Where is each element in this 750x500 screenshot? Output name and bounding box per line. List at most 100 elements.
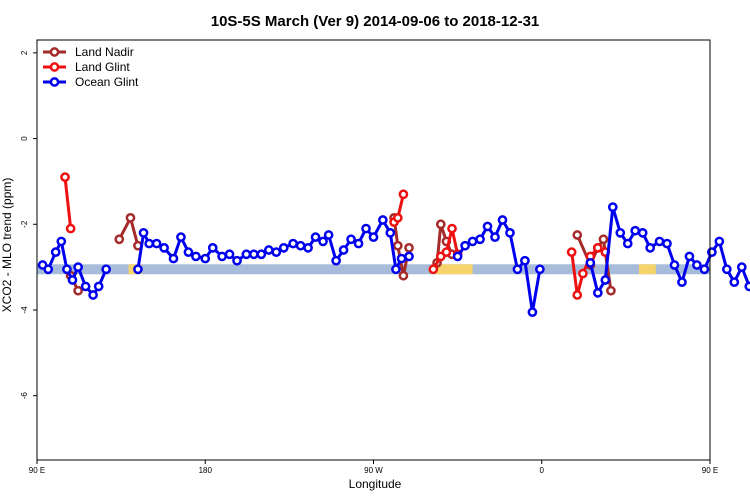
ocean-glint-point bbox=[271, 247, 282, 257]
legend-label-ocean-glint: Ocean Glint bbox=[75, 75, 139, 89]
land-glint-point bbox=[441, 247, 452, 257]
series-ocean-glint bbox=[37, 202, 750, 317]
ocean-glint-point bbox=[607, 202, 618, 212]
ocean-glint-point bbox=[200, 253, 211, 264]
land-band-segment bbox=[638, 264, 656, 275]
ocean-glint-point bbox=[338, 245, 349, 255]
ocean-glint-point bbox=[396, 253, 407, 264]
land-nadir-point bbox=[598, 234, 609, 245]
ocean-glint-point bbox=[744, 281, 750, 292]
ocean-glint-point bbox=[303, 243, 313, 253]
land-glint-point bbox=[566, 247, 577, 257]
ocean-glint-point bbox=[43, 264, 54, 275]
x-tick-label: 0 bbox=[540, 466, 545, 475]
x-tick-label: 90 E bbox=[29, 466, 45, 475]
ocean-glint-point bbox=[80, 281, 91, 292]
y-tick-label: -2 bbox=[20, 220, 29, 228]
y-tick-label: 0 bbox=[20, 136, 29, 141]
ocean-glint-point bbox=[520, 255, 530, 266]
land-nadir-point bbox=[125, 213, 136, 223]
ocean-glint-point bbox=[669, 260, 680, 270]
ocean-glint-point bbox=[377, 215, 388, 225]
ocean-glint-point bbox=[249, 249, 259, 260]
land-band-segment bbox=[435, 264, 473, 275]
ocean-glint-point bbox=[452, 251, 463, 262]
ocean-glint-point bbox=[729, 277, 740, 287]
plot-frame bbox=[36, 39, 711, 461]
land-nadir-point bbox=[606, 285, 616, 296]
ocean-glint-point bbox=[217, 251, 227, 262]
ocean-band bbox=[37, 264, 710, 275]
land-nadir-point bbox=[398, 270, 409, 281]
ocean-glint-point bbox=[707, 247, 717, 257]
land-glint-point bbox=[447, 223, 457, 234]
ocean-glint-point bbox=[232, 255, 242, 266]
ocean-glint-point bbox=[331, 255, 341, 266]
ocean-glint-point bbox=[144, 238, 155, 249]
y-axis-label: XCO2 - MLO trend (ppm) bbox=[0, 178, 14, 313]
ocean-glint-point bbox=[101, 264, 112, 275]
ocean-glint-point bbox=[93, 281, 104, 292]
ocean-glint-point bbox=[346, 234, 356, 245]
ocean-glint-point bbox=[62, 264, 72, 275]
ocean-glint-point bbox=[535, 264, 545, 275]
ocean-glint-point bbox=[278, 243, 289, 253]
ocean-glint-point bbox=[615, 228, 626, 238]
y-tick-label: 2 bbox=[20, 50, 29, 55]
ocean-glint-point bbox=[224, 249, 235, 260]
ocean-glint-point bbox=[323, 230, 334, 240]
x-axis-label: Longitude bbox=[349, 477, 402, 491]
ocean-glint-point bbox=[263, 245, 274, 255]
ocean-glint-point bbox=[490, 232, 500, 242]
ocean-glint-point bbox=[404, 251, 414, 262]
land-glint-point bbox=[428, 264, 439, 275]
ocean-glint-point bbox=[736, 262, 747, 272]
ocean-glint-point bbox=[385, 228, 396, 238]
ocean-glint-point bbox=[714, 236, 725, 247]
ocean-glint-point bbox=[73, 262, 83, 272]
ocean-glint-point bbox=[482, 221, 493, 232]
ocean-glint-point bbox=[241, 249, 252, 260]
ocean-glint-point bbox=[191, 251, 201, 262]
ocean-glint-point bbox=[592, 288, 603, 298]
ocean-glint-point bbox=[133, 264, 143, 275]
ocean-glint-point bbox=[467, 236, 478, 247]
land-nadir-line bbox=[435, 222, 454, 264]
land-glint-point bbox=[65, 223, 76, 234]
land-glint-point bbox=[392, 213, 403, 223]
ocean-glint-point bbox=[56, 236, 67, 247]
land-nadir-point bbox=[404, 243, 414, 253]
ocean-glint-point bbox=[295, 240, 306, 251]
ocean-glint-point bbox=[721, 264, 732, 275]
legend-label-land-nadir: Land Nadir bbox=[75, 45, 134, 59]
ocean-glint-point bbox=[288, 238, 298, 249]
legend-marker-land-glint bbox=[49, 62, 60, 72]
x-tick-label: 90 W bbox=[364, 466, 383, 475]
ocean-glint-point bbox=[256, 249, 267, 260]
ocean-glint-point bbox=[692, 260, 702, 270]
legend-label-land-glint: Land Glint bbox=[75, 60, 130, 74]
ocean-glint-point bbox=[699, 264, 710, 275]
ocean-glint-point bbox=[138, 228, 149, 238]
x-tick-label: 180 bbox=[199, 466, 213, 475]
ocean-glint-point bbox=[662, 238, 672, 249]
ocean-glint-point bbox=[585, 258, 596, 268]
ocean-glint-point bbox=[460, 240, 470, 251]
axis-ticks: 90 E 180 90 W 0 90 E 2 0 -2 -4 -6 bbox=[20, 50, 718, 475]
land-nadir-point bbox=[435, 219, 446, 230]
y-tick-label: -6 bbox=[20, 392, 29, 400]
ocean-glint-point bbox=[630, 225, 641, 236]
ocean-glint-point bbox=[361, 223, 371, 234]
chart-title: 10S-5S March (Ver 9) 2014-09-06 to 2018-… bbox=[211, 13, 540, 30]
ocean-glint-point bbox=[353, 238, 364, 249]
ocean-glint-point bbox=[497, 215, 508, 225]
land-nadir-point bbox=[572, 230, 583, 240]
ocean-glint-point bbox=[684, 251, 695, 262]
ocean-glint-point bbox=[645, 243, 656, 253]
ocean-glint-point bbox=[310, 232, 321, 242]
ocean-glint-point bbox=[512, 264, 523, 275]
ocean-glint-point bbox=[527, 307, 538, 317]
ocean-glint-point bbox=[318, 236, 328, 247]
